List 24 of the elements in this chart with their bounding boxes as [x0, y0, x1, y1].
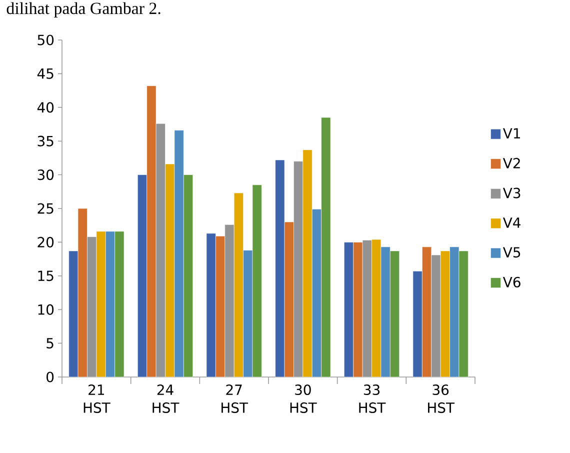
legend-label: V5 — [502, 247, 520, 258]
legend-label: V6 — [502, 276, 520, 288]
legend-label: V2 — [502, 158, 520, 168]
x-tick-label: 24 HST — [152, 384, 180, 413]
text: dilihat pada Gambar 2. — [6, 2, 160, 18]
legend-label: V1 — [502, 128, 520, 138]
y-tick-label: 0 — [46, 372, 54, 382]
y-tick-label: 20 — [38, 236, 54, 248]
legend-label: V3 — [502, 188, 520, 198]
y-tick-label: 50 — [38, 34, 54, 46]
x-tick-label: 21 HST — [84, 384, 110, 413]
x-tick-label: 36 HST — [428, 384, 455, 413]
y-tick-label: 45 — [37, 68, 54, 79]
x-tick-label: 30 HST — [290, 384, 317, 413]
y-tick-label: 40 — [37, 102, 54, 113]
y-tick-label: 10 — [38, 304, 54, 315]
y-tick-label: 30 — [38, 170, 54, 180]
x-tick-label: 33 HST — [359, 384, 386, 413]
y-tick-label: 15 — [38, 270, 54, 282]
y-tick-label: 25 — [38, 203, 54, 214]
x-tick-label: 27 HST — [222, 384, 248, 413]
y-tick-label: 35 — [38, 136, 54, 146]
legend-label: V4 — [502, 218, 521, 228]
y-tick-label: 5 — [46, 338, 54, 348]
